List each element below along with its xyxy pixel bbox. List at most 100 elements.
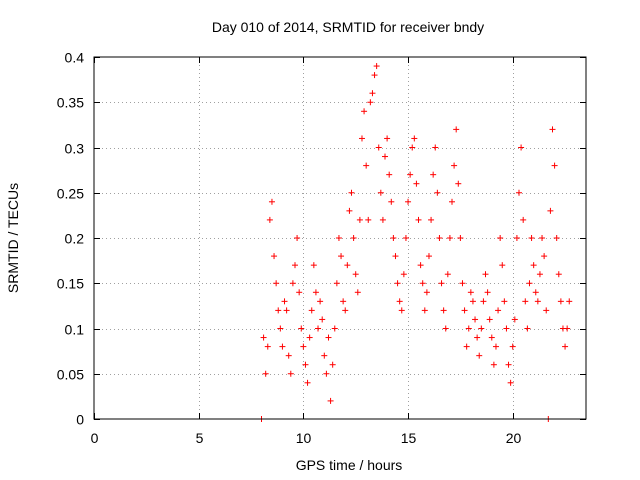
data-point [425,253,432,260]
data-point [398,307,405,314]
data-point [342,307,349,314]
data-point [440,307,447,314]
data-point [490,361,497,368]
data-point [394,280,401,287]
data-point [384,135,391,142]
data-point [480,298,487,305]
y-tick-label: 0.35 [57,95,84,111]
data-point [312,289,319,296]
data-point [503,325,510,332]
data-point [419,280,426,287]
data-point [377,189,384,196]
data-point [472,316,479,323]
data-point [497,235,504,241]
data-point [260,334,267,341]
data-point [442,325,449,332]
x-tick-label: 20 [506,430,522,446]
x-tick-label: 15 [401,430,417,446]
data-point [369,90,376,97]
data-point [417,262,424,269]
data-point [283,307,290,314]
y-tick-label: 0.3 [65,141,85,157]
data-point [553,235,560,241]
data-point [268,198,275,205]
data-point [321,352,328,359]
data-point [400,271,407,278]
data-point [308,307,315,314]
data-point [386,171,393,178]
data-point [363,162,370,169]
data-point [396,298,403,305]
data-point [520,216,527,223]
data-point [451,162,458,169]
data-point [327,397,334,404]
data-point [539,235,546,241]
data-point [361,108,368,115]
x-axis-label: GPS time / hours [296,457,403,473]
data-point [298,325,305,332]
data-point [310,262,317,269]
data-point [340,298,347,305]
data-point [291,262,298,269]
data-point [541,253,548,260]
data-point [562,343,569,350]
data-point [346,207,353,214]
data-point [271,253,278,260]
data-point [275,307,282,314]
data-point [348,189,355,196]
data-point [354,289,361,296]
data-point [566,298,573,305]
data-point [289,280,296,287]
data-point [333,280,340,287]
data-point [446,235,453,241]
data-point [528,235,535,241]
data-point [434,189,441,196]
data-point [365,216,372,223]
data-point [421,307,428,314]
data-point [375,144,382,151]
data-point [484,289,491,296]
data-point [344,262,351,269]
data-point [338,253,345,260]
y-tick-label: 0 [76,412,84,428]
data-point [432,144,439,151]
y-tick-label: 0.2 [65,231,85,247]
data-point [509,343,516,350]
data-point [564,325,571,332]
data-point [482,271,489,278]
data-point [331,325,338,332]
data-point [449,198,456,205]
data-point [266,216,273,223]
data-point [264,343,271,350]
data-point [474,334,481,341]
data-point [476,352,483,359]
data-point [262,370,269,377]
data-point [352,271,359,278]
y-tick-label: 0.4 [65,50,85,66]
data-point [304,379,311,386]
data-point [478,325,485,332]
y-tick-label: 0.05 [57,367,84,383]
data-point [453,126,460,133]
y-tick-label: 0.25 [57,186,84,202]
data-point [302,361,309,368]
data-point [306,334,313,341]
data-point [277,325,284,332]
data-point [407,171,414,178]
x-tick-label: 0 [91,430,99,446]
data-point [547,207,554,214]
data-point [371,72,378,79]
data-point [495,307,502,314]
data-point [455,180,462,187]
data-point [465,325,472,332]
data-point [463,343,470,350]
data-point [428,216,435,223]
data-point [392,253,399,260]
x-tick-label: 5 [196,430,204,446]
data-point [379,216,386,223]
data-point [457,235,464,241]
data-point [551,162,558,169]
data-point [516,189,523,196]
data-point [524,325,531,332]
